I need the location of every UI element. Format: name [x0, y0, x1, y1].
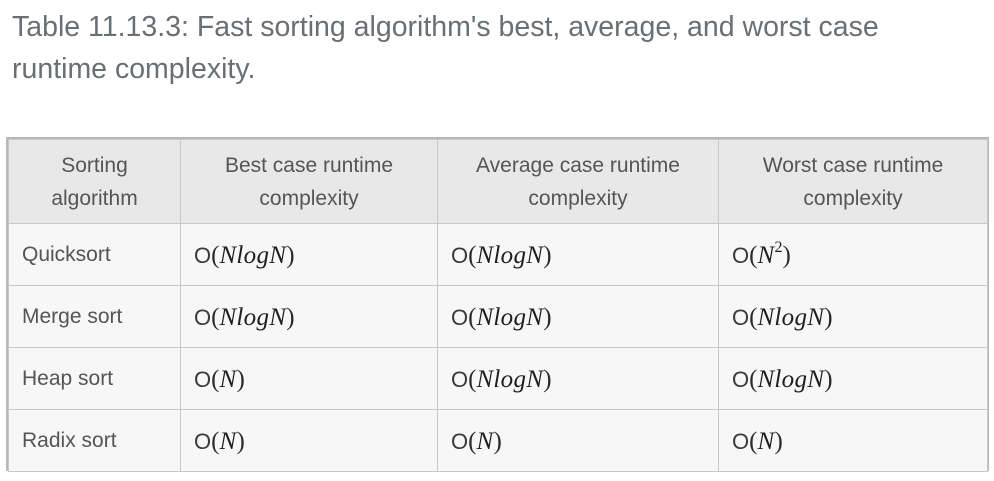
worst-case-complexity: O(NlogN) [718, 347, 988, 410]
table-row: Quicksort O(NlogN) O(NlogN) O(N2) [8, 223, 988, 286]
algorithm-name: Radix sort [8, 409, 181, 472]
exponent: 2 [774, 239, 783, 256]
algorithm-name: Quicksort [8, 223, 181, 286]
best-case-complexity: O(NlogN) [180, 223, 438, 286]
complexity-table: Sorting algorithm Best case runtime comp… [8, 139, 988, 472]
header-worst-case: Worst case runtime complexity [718, 139, 988, 224]
table-header-row: Sorting algorithm Best case runtime comp… [8, 139, 988, 224]
average-case-complexity: O(NlogN) [437, 223, 719, 286]
table-caption: Table 11.13.3: Fast sorting algorithm's … [12, 11, 879, 85]
average-case-complexity: O(NlogN) [437, 347, 719, 410]
table-row: Heap sort O(N) O(NlogN) O(NlogN) [8, 347, 988, 410]
algorithm-name: Heap sort [8, 347, 181, 410]
worst-case-complexity: O(N2) [718, 223, 988, 286]
average-case-complexity: O(N) [437, 409, 719, 472]
header-average-case: Average case runtime complexity [437, 139, 719, 224]
best-case-complexity: O(N) [180, 409, 438, 472]
complexity-table-container: Sorting algorithm Best case runtime comp… [6, 137, 989, 472]
best-case-complexity: O(NlogN) [180, 285, 438, 348]
header-best-case: Best case runtime complexity [180, 139, 438, 224]
table-row: Radix sort O(N) O(N) O(N) [8, 409, 988, 472]
best-case-complexity: O(N) [180, 347, 438, 410]
table-row: Merge sort O(NlogN) O(NlogN) O(NlogN) [8, 285, 988, 348]
header-sorting-algorithm: Sorting algorithm [8, 139, 181, 224]
average-case-complexity: O(NlogN) [437, 285, 719, 348]
worst-case-complexity: O(N) [718, 409, 988, 472]
worst-case-complexity: O(NlogN) [718, 285, 988, 348]
algorithm-name: Merge sort [8, 285, 181, 348]
